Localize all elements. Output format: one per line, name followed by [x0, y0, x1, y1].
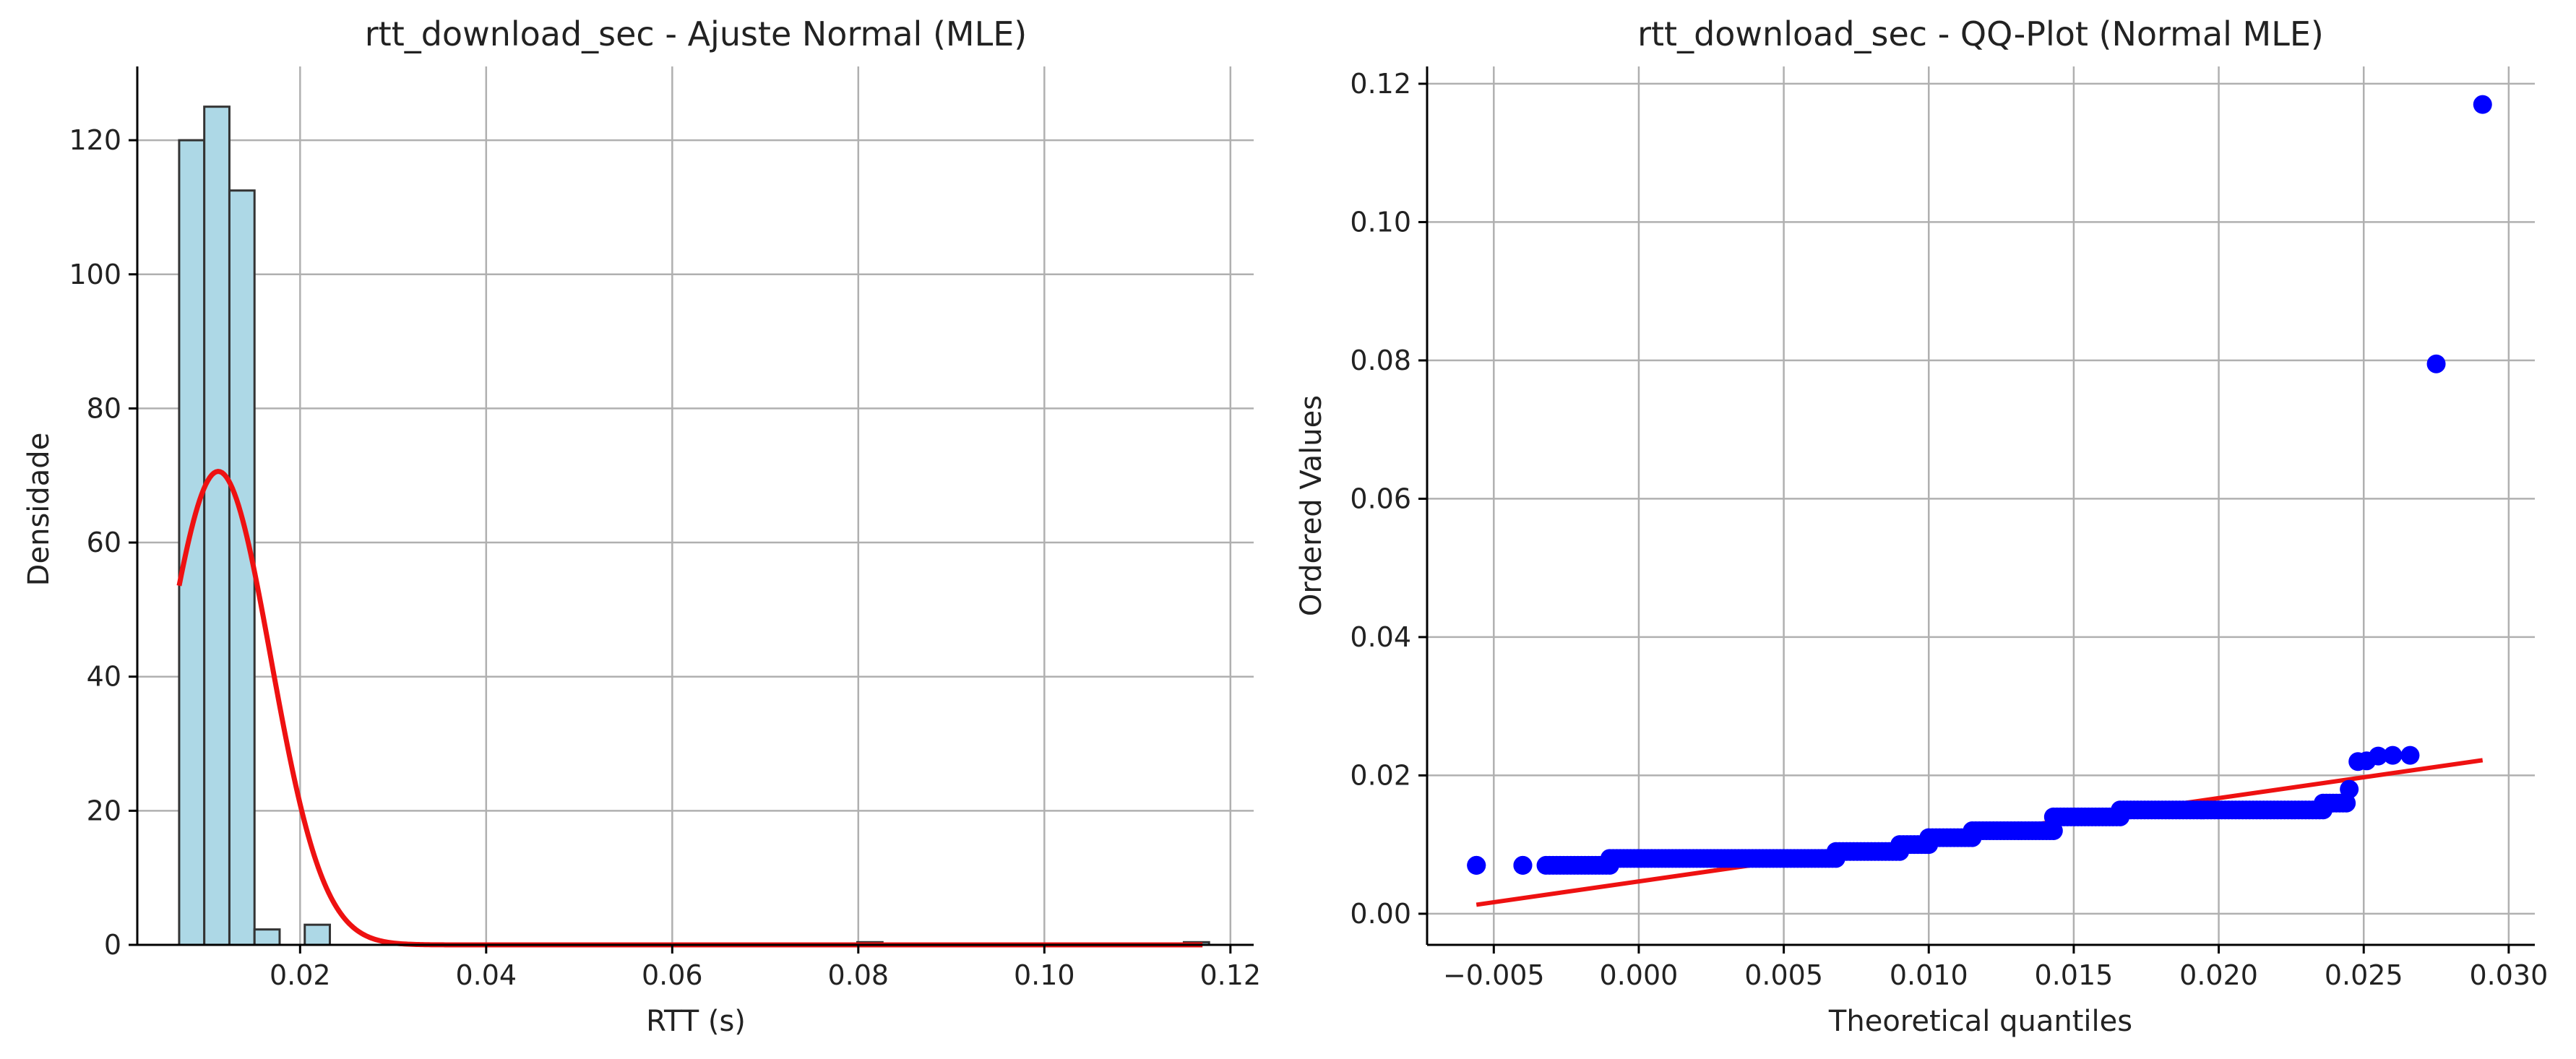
qq-y-tick-label: 0.10	[1350, 206, 1411, 238]
histogram-bar	[303, 923, 332, 946]
qq-y-tick-label: 0.00	[1350, 898, 1411, 930]
qq-x-tick-label: 0.000	[1600, 959, 1679, 991]
histogram-y-tick-label: 20	[87, 795, 121, 826]
qq-point	[2400, 745, 2420, 765]
qq-points	[1467, 95, 2492, 875]
qq-x-tick-label: −0.005	[1443, 959, 1545, 991]
histogram-ticks: 0.02 0.04 0.06 0.08 0.10 0.12 0 20 40 60 80 100 120	[69, 124, 1261, 991]
histogram-bars	[178, 105, 1210, 946]
histogram-y-tick-label: 100	[69, 259, 121, 290]
histogram-x-tick-label: 0.10	[1014, 959, 1075, 991]
qq-y-tick-label: 0.06	[1350, 483, 1411, 514]
histogram-y-tick-label: 0	[104, 929, 121, 961]
histogram-xlabel: RTT (s)	[646, 1005, 746, 1038]
histogram-y-tick-label: 40	[87, 661, 121, 693]
histogram-bar	[253, 928, 281, 946]
qq-point	[1467, 855, 1486, 875]
histogram-x-tick-label: 0.12	[1200, 959, 1262, 991]
histogram-x-tick-label: 0.02	[270, 959, 331, 991]
qq-y-tick-label: 0.08	[1350, 345, 1411, 376]
qq-y-tick-label: 0.12	[1350, 68, 1411, 100]
histogram-axes	[136, 66, 1254, 946]
qq-x-tick-label: 0.015	[2035, 959, 2114, 991]
qq-x-tick-label: 0.030	[2469, 959, 2548, 991]
histogram-bar	[228, 189, 256, 946]
histogram-bar	[178, 139, 206, 946]
histogram-y-tick-label: 80	[87, 392, 121, 424]
qq-gridlines	[1427, 66, 2535, 945]
qq-ticks: −0.005 0.000 0.005 0.010 0.015 0.020 0.025 0.03…	[1350, 68, 2548, 991]
histogram-y-tick-label: 120	[69, 124, 121, 156]
qq-x-tick-label: 0.010	[1890, 959, 1968, 991]
qq-ylabel: Ordered Values	[1295, 395, 1328, 616]
histogram-gridlines	[137, 66, 1254, 946]
histogram-x-tick-label: 0.08	[828, 959, 889, 991]
histogram-y-tick-label: 60	[87, 527, 121, 558]
qq-x-tick-label: 0.020	[2179, 959, 2258, 991]
qq-point	[2383, 745, 2403, 765]
histogram-x-tick-label: 0.06	[642, 959, 703, 991]
qq-point	[2426, 354, 2446, 373]
qq-point	[2340, 779, 2359, 799]
histogram-x-tick-label: 0.04	[456, 959, 517, 991]
qq-point	[2369, 746, 2388, 766]
qq-title: rtt_download_sec - QQ-Plot (Normal MLE)	[1637, 14, 2324, 53]
histogram-title: rtt_download_sec - Ajuste Normal (MLE)	[365, 14, 1027, 53]
qq-y-tick-label: 0.04	[1350, 621, 1411, 653]
qq-x-tick-label: 0.025	[2325, 959, 2403, 991]
qq-plot-panel: −0.005 0.000 0.005 0.010 0.015 0.020 0.025 0.03…	[1295, 14, 2548, 1038]
qq-x-tick-label: 0.005	[1744, 959, 1823, 991]
histogram-ylabel: Densidade	[22, 433, 56, 587]
histogram-bar	[203, 105, 231, 946]
qq-y-tick-label: 0.02	[1350, 759, 1411, 791]
qq-point	[1513, 855, 1533, 875]
qq-point	[2473, 95, 2492, 114]
histogram-panel: 0.02 0.04 0.06 0.08 0.10 0.12020406080100120 …	[22, 14, 1261, 1038]
qq-xlabel: Theoretical quantiles	[1828, 1005, 2132, 1038]
qq-axes	[1426, 66, 2535, 946]
